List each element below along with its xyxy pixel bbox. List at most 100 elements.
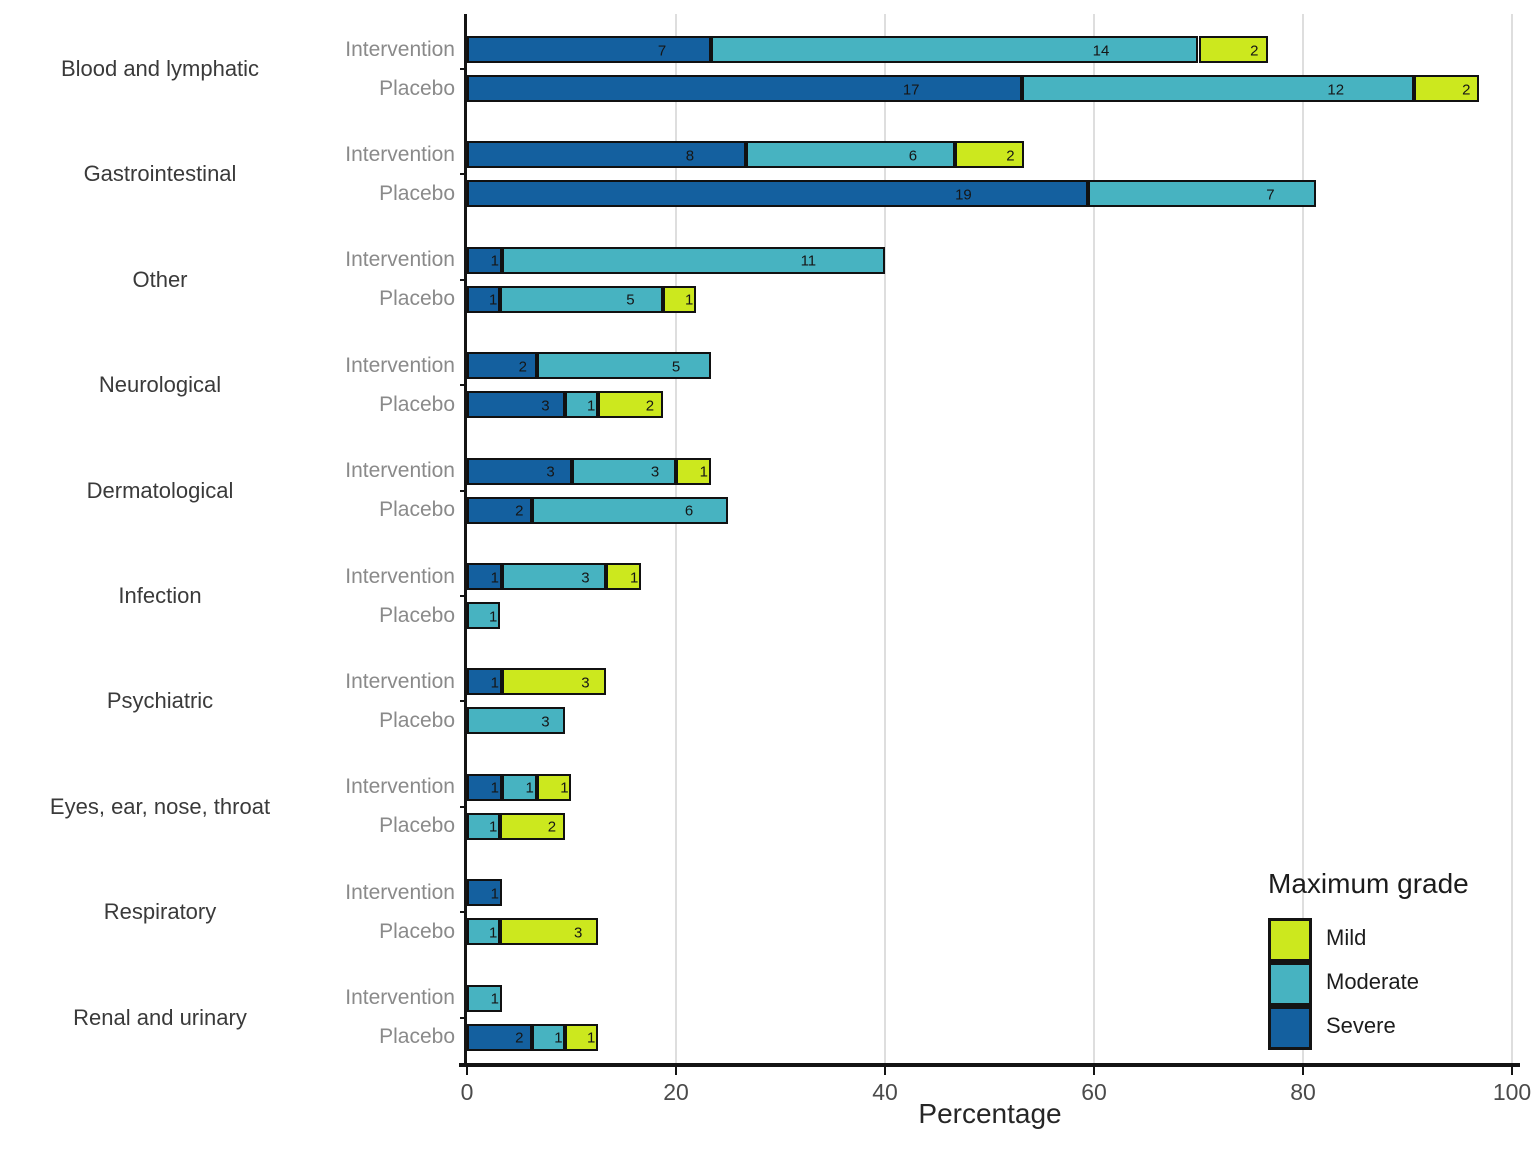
x-axis-tick [466,1067,468,1075]
legend-item-label: Severe [1326,1013,1396,1038]
row-label-intervention: Intervention [345,880,455,904]
row-label-intervention: Intervention [345,142,455,166]
bar-segment-severe [467,180,1088,208]
x-axis-tick [1093,1067,1095,1075]
legend-items: Mild Moderate Severe [1268,916,1469,1050]
bar-value-label: 6 [684,502,694,520]
bar-segment-mild [1414,75,1480,102]
x-axis-tick [1511,1067,1513,1075]
bar-value-label: 1 [560,779,569,797]
bar-segment-mild [597,391,664,419]
y-axis-tick [460,68,467,70]
bar-segment-moderate [467,918,500,946]
x-axis-tick [1302,1067,1304,1075]
gridline [1511,14,1513,1063]
bar-value-label: 1 [490,990,499,1008]
bar-segment-severe [467,141,746,169]
gridline [1302,14,1304,1063]
row-label-placebo: Placebo [379,1025,455,1049]
bar-segment-mild [501,668,607,696]
bar-value-label: 7 [1266,186,1275,204]
row-label-placebo: Placebo [379,392,455,416]
legend-item-moderate: Moderate [1268,960,1469,1006]
bar-value-label: 12 [1327,81,1345,98]
gridline [1093,14,1095,1063]
bar-segment-severe [467,391,566,419]
bar-value-label: 1 [490,885,499,903]
bar-segment-severe [467,773,502,801]
category-label: Psychiatric [106,688,214,714]
row-label-placebo: Placebo [379,181,455,205]
bar-value-label: 6 [908,147,918,165]
bar-segment-severe [467,1023,533,1051]
y-axis-tick [460,278,467,281]
bar-segment-severe [467,75,1023,102]
x-tick-label: 0 [460,1079,474,1105]
category-label: Other [132,266,188,292]
bar-segment-moderate [1022,75,1415,102]
bar-value-label: 3 [541,397,550,415]
bar-segment-moderate [571,457,676,485]
y-axis-tick [460,1016,467,1019]
row-label-intervention: Intervention [345,986,455,1010]
bar-value-label: 1 [490,779,499,797]
category-label: Neurological [98,372,222,398]
row-label-placebo: Placebo [379,919,455,943]
y-axis-tick [460,700,467,703]
bar-value-label: 3 [650,463,660,481]
bar-value-label: 19 [955,186,972,204]
bar-value-label: 1 [554,1029,563,1047]
bar-segment-severe [467,668,502,696]
bar-value-label: 17 [902,81,920,98]
y-axis-tick [460,173,467,176]
bar-value-label: 1 [587,1029,596,1047]
bar-value-label: 1 [587,397,596,415]
y-axis-tick [460,595,467,597]
x-axis-tick [675,1067,677,1075]
gridline [675,14,677,1063]
category-label: Dermatological [86,477,234,503]
bar-segment-severe [467,352,537,380]
bar-value-label: 7 [657,42,667,59]
bar-segment-mild [499,918,598,946]
row-label-placebo: Placebo [379,603,455,627]
bar-value-label: 1 [490,569,499,586]
bar-segment-moderate [501,563,607,590]
category-label: Gastrointestinal [83,161,237,187]
bar-segment-severe [467,285,500,313]
bar-segment-severe [467,36,711,63]
bar-segment-moderate [710,36,1199,63]
bar-segment-moderate [532,1023,566,1051]
y-axis-tick [460,911,467,914]
bar-value-label: 5 [671,358,681,376]
row-label-placebo: Placebo [379,814,455,838]
bar-segment-moderate [532,496,729,524]
bar-value-label: 1 [685,291,694,309]
bar-segment-moderate [467,984,502,1012]
bar-value-label: 2 [1006,147,1015,165]
legend-swatch-moderate [1268,961,1312,1006]
x-tick-label: 60 [1081,1079,1107,1105]
row-label-intervention: Intervention [345,248,455,272]
bar-segment-mild [536,773,572,801]
row-label-placebo: Placebo [379,76,455,100]
x-axis-line [459,1063,1520,1067]
row-label-intervention: Intervention [345,353,455,377]
bar-segment-moderate [467,707,566,735]
y-axis-line [464,14,467,1067]
bar-value-label: 1 [490,674,499,692]
bar-value-label: 1 [699,463,708,481]
bar-segment-moderate [1087,180,1317,208]
bar-segment-moderate [565,391,598,419]
category-label: Eyes, ear, nose, throat [49,793,271,819]
bar-value-label: 2 [515,502,524,520]
bar-value-label: 11 [800,252,817,270]
x-tick-label: 40 [872,1079,898,1105]
bar-value-label: 1 [488,291,498,309]
category-label: Blood and lymphatic [60,56,260,81]
category-label: Infection [118,583,202,608]
row-label-intervention: Intervention [345,37,455,61]
legend-item-label: Moderate [1326,969,1419,994]
bar-value-label: 2 [547,818,557,836]
row-label-placebo: Placebo [379,287,455,311]
